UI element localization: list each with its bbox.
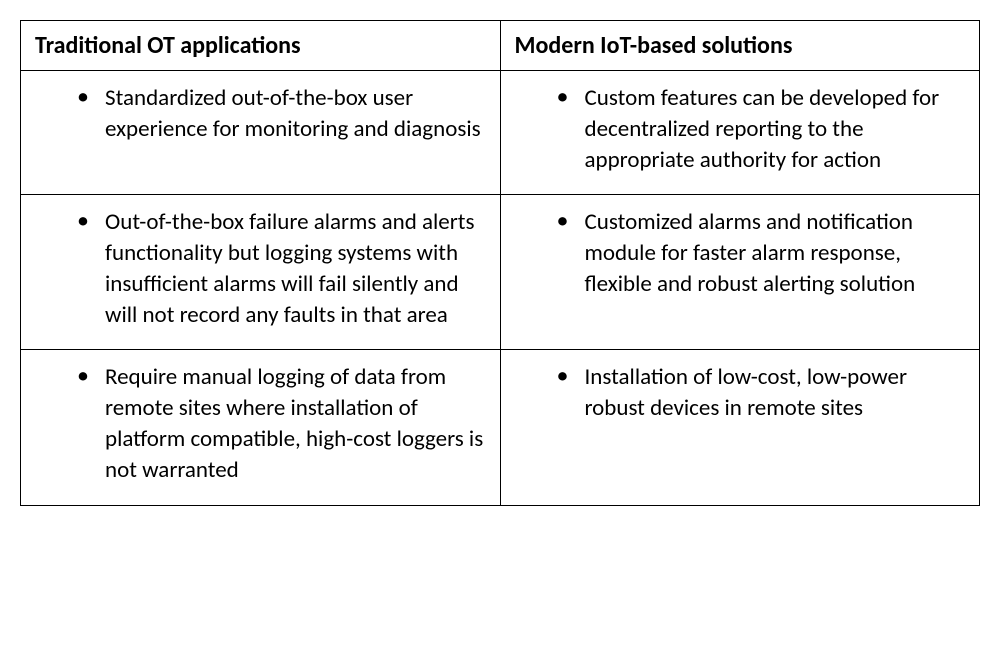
cell-modern: Installation of low-cost, low-power robu…: [500, 350, 980, 505]
bullet-list: Customized alarms and notification modul…: [515, 207, 966, 300]
cell-traditional: Out-of-the-box failure alarms and alerts…: [21, 195, 501, 350]
table-row: Require manual logging of data from remo…: [21, 350, 980, 505]
table-header-row: Traditional OT applications Modern IoT-b…: [21, 21, 980, 71]
bullet-list: Out-of-the-box failure alarms and alerts…: [35, 207, 486, 331]
bullet-list: Require manual logging of data from remo…: [35, 362, 486, 486]
cell-modern: Custom features can be developed for dec…: [500, 71, 980, 195]
cell-traditional: Standardized out-of-the-box user experie…: [21, 71, 501, 195]
table-row: Standardized out-of-the-box user experie…: [21, 71, 980, 195]
bullet-list: Installation of low-cost, low-power robu…: [515, 362, 966, 424]
bullet-item: Out-of-the-box failure alarms and alerts…: [77, 207, 486, 331]
bullet-item: Require manual logging of data from remo…: [77, 362, 486, 486]
table-row: Out-of-the-box failure alarms and alerts…: [21, 195, 980, 350]
bullet-list: Custom features can be developed for dec…: [515, 83, 966, 176]
bullet-item: Customized alarms and notification modul…: [557, 207, 966, 300]
cell-traditional: Require manual logging of data from remo…: [21, 350, 501, 505]
column-header-modern: Modern IoT-based solutions: [500, 21, 980, 71]
comparison-table: Traditional OT applications Modern IoT-b…: [20, 20, 980, 506]
column-header-traditional: Traditional OT applications: [21, 21, 501, 71]
bullet-list: Standardized out-of-the-box user experie…: [35, 83, 486, 145]
bullet-item: Installation of low-cost, low-power robu…: [557, 362, 966, 424]
bullet-item: Custom features can be developed for dec…: [557, 83, 966, 176]
bullet-item: Standardized out-of-the-box user experie…: [77, 83, 486, 145]
cell-modern: Customized alarms and notification modul…: [500, 195, 980, 350]
